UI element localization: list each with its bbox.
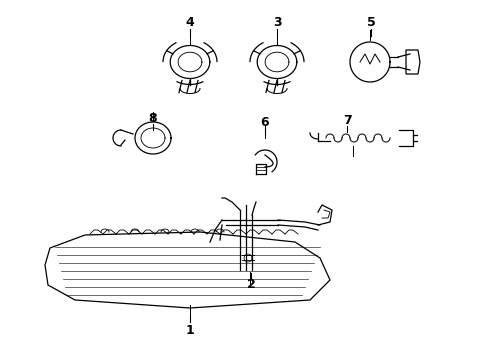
Text: 2: 2 <box>246 279 255 292</box>
Text: 8: 8 <box>148 112 157 125</box>
Text: 1: 1 <box>186 324 195 337</box>
Text: 3: 3 <box>273 15 281 28</box>
Text: 7: 7 <box>343 113 351 126</box>
Text: 6: 6 <box>261 116 270 129</box>
Text: 4: 4 <box>186 15 195 28</box>
Text: 5: 5 <box>367 15 375 28</box>
